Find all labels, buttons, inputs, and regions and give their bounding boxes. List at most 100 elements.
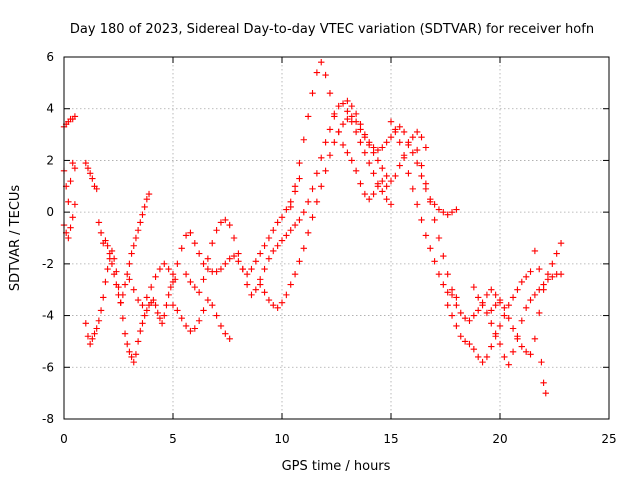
y-tick-label: -6: [42, 360, 54, 374]
data-point-marker: [67, 224, 74, 231]
data-point-marker: [287, 281, 294, 288]
data-point-marker: [422, 232, 430, 239]
data-point-marker: [169, 271, 177, 278]
data-point-marker: [313, 198, 321, 205]
data-point-marker: [409, 149, 416, 156]
x-tick-label: 15: [383, 432, 398, 446]
data-point-marker: [440, 208, 447, 216]
data-point-marker: [431, 201, 438, 208]
data-point-marker: [348, 157, 355, 164]
data-point-marker: [400, 128, 408, 136]
y-tick-label: -8: [42, 412, 54, 426]
data-point-marker: [222, 260, 229, 268]
data-point-marker: [174, 307, 181, 314]
data-point-marker: [167, 283, 175, 291]
data-point-marker: [344, 108, 351, 115]
data-point-marker: [204, 296, 212, 304]
data-point-marker: [479, 358, 486, 366]
data-point-marker: [501, 304, 508, 312]
data-point-marker: [387, 201, 395, 208]
data-point-marker: [527, 351, 534, 358]
data-point-marker: [182, 232, 190, 239]
data-point-marker: [104, 265, 111, 273]
data-point-marker: [300, 245, 307, 252]
data-point-marker: [204, 255, 212, 262]
data-point-marker: [150, 296, 157, 304]
data-point-marker: [265, 255, 273, 262]
data-point-marker: [226, 255, 233, 262]
data-point-marker: [174, 260, 181, 268]
data-point-marker: [309, 90, 316, 97]
chart-title: Day 180 of 2023, Sidereal Day-to-day VTE…: [70, 22, 594, 37]
data-point-marker: [65, 198, 72, 205]
data-point-marker: [488, 343, 495, 350]
data-point-marker: [187, 327, 194, 335]
data-point-marker: [143, 196, 151, 203]
data-point-marker: [409, 185, 416, 193]
data-point-marker: [134, 296, 142, 304]
data-point-marker: [527, 296, 534, 304]
data-point-marker: [505, 302, 512, 309]
data-point-marker: [318, 183, 325, 190]
data-point-marker: [418, 133, 425, 141]
data-point-marker: [518, 317, 525, 324]
data-point-marker: [270, 227, 277, 234]
data-point-marker: [405, 139, 412, 146]
data-point-marker: [128, 353, 135, 361]
data-point-marker: [200, 276, 207, 283]
data-point-marker: [448, 312, 456, 319]
data-point-marker: [137, 219, 144, 226]
data-point-marker: [187, 229, 194, 237]
data-point-marker: [431, 258, 438, 265]
data-point-marker: [278, 237, 286, 244]
data-point-marker: [475, 307, 482, 314]
data-point-marker: [522, 348, 530, 355]
data-point-marker: [357, 139, 364, 146]
data-point-marker: [352, 110, 360, 118]
data-point-marker: [84, 333, 92, 340]
data-point-marker: [331, 110, 338, 118]
data-point-marker: [392, 126, 399, 133]
data-point-marker: [165, 265, 172, 273]
data-point-marker: [108, 260, 116, 268]
data-point-marker: [291, 183, 299, 190]
data-point-marker: [126, 260, 133, 268]
data-point-marker: [335, 128, 342, 136]
data-point-marker: [444, 211, 451, 218]
data-point-marker: [296, 159, 303, 167]
data-point-marker: [344, 115, 351, 123]
data-point-marker: [361, 149, 369, 156]
data-point-marker: [492, 302, 499, 309]
data-point-marker: [93, 185, 100, 193]
data-point-marker: [435, 271, 443, 278]
data-point-marker: [536, 265, 543, 273]
data-point-marker: [248, 265, 255, 273]
data-point-marker: [171, 276, 179, 283]
data-point-marker: [466, 317, 473, 324]
data-point-marker: [252, 286, 260, 293]
data-point-marker: [379, 177, 386, 185]
data-point-marker: [379, 188, 386, 195]
data-point-marker: [488, 286, 495, 293]
data-point-marker: [82, 320, 89, 327]
data-point-marker: [470, 345, 478, 353]
x-tick-label: 10: [274, 432, 289, 446]
data-point-marker: [230, 234, 238, 242]
data-markers: [60, 58, 565, 397]
data-point-marker: [274, 304, 281, 312]
data-point-marker: [117, 299, 124, 306]
data-point-marker: [326, 90, 334, 97]
data-point-marker: [549, 260, 556, 268]
data-point-marker: [69, 214, 76, 221]
data-point-marker: [304, 198, 312, 205]
data-point-marker: [413, 146, 421, 154]
data-point-marker: [357, 121, 364, 128]
data-point-marker: [204, 265, 212, 273]
data-point-marker: [339, 141, 347, 149]
y-tick-label: 2: [46, 153, 54, 167]
data-point-marker: [522, 304, 530, 312]
data-point-marker: [195, 250, 203, 257]
data-point-marker: [187, 278, 194, 286]
data-point-marker: [322, 71, 329, 79]
data-point-marker: [134, 338, 142, 345]
